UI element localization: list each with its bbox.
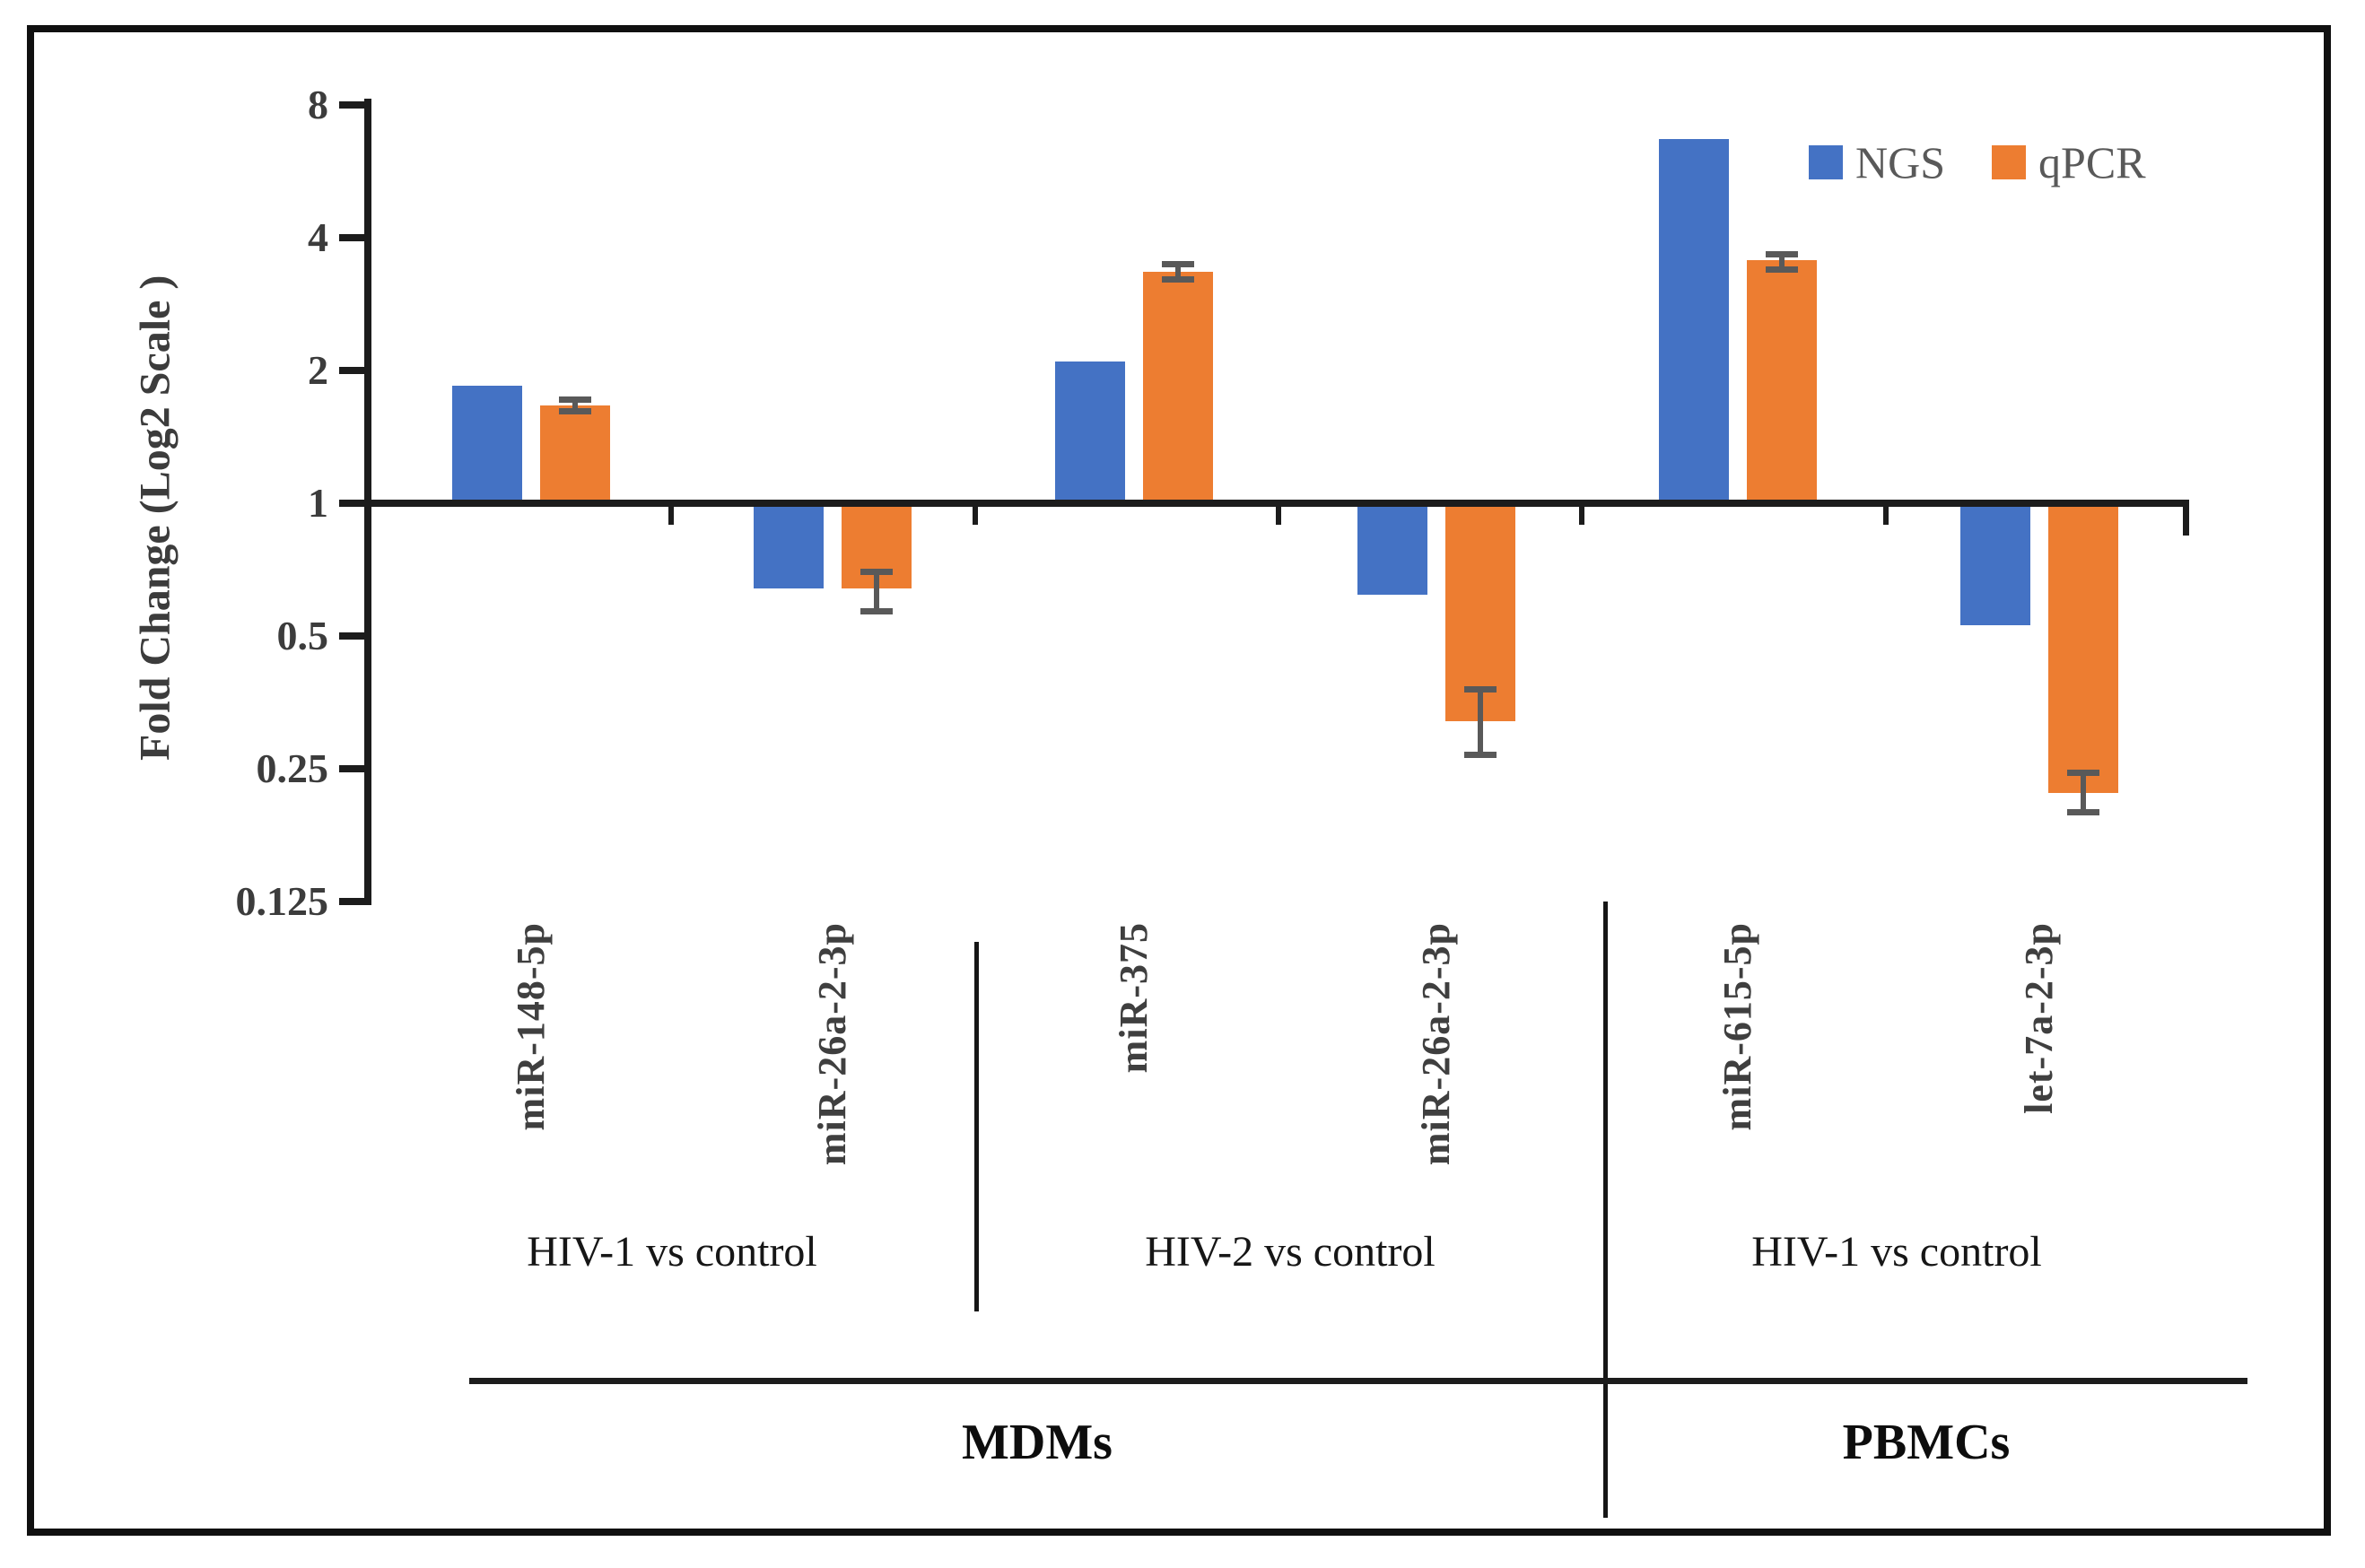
- bar-ngs-miR-375: [1055, 361, 1125, 503]
- error-bar-line-miR-148-5p: [572, 399, 578, 411]
- y-tick-2: [339, 367, 368, 374]
- bar-qpcr-miR-26a-2-3p: [1445, 503, 1515, 722]
- legend: NGS qPCR: [1809, 140, 2146, 185]
- y-tick-label-0.5: 0.5: [276, 613, 329, 658]
- error-bar-line-let-7a-2-3p: [2081, 772, 2086, 812]
- error-bar-cap-top-miR-375: [1162, 260, 1194, 267]
- bar-ngs-miR-148-5p: [452, 385, 522, 503]
- category-label-miR-375-2: miR-375: [1112, 922, 1156, 1074]
- divider-mdm-pbmc: [1603, 902, 1608, 1518]
- bar-ngs-miR-26a-2-3p: [1357, 503, 1427, 596]
- y-tick-label-0.125: 0.125: [235, 878, 329, 924]
- x-tick-2: [972, 503, 978, 525]
- y-tick-label-1: 1: [308, 480, 328, 526]
- divider-hiv1-hiv2: [974, 942, 979, 1311]
- x-tick-5: [1882, 503, 1889, 525]
- error-bar-cap-top-miR-26a-2-3p: [1464, 685, 1497, 693]
- error-bar-cap-bottom-miR-148-5p: [559, 407, 591, 414]
- x-tick-3: [1276, 503, 1281, 525]
- error-bar-line-miR-615-5p: [1779, 253, 1785, 269]
- error-bar-line-miR-26a-2-3p: [1478, 688, 1483, 754]
- category-label-miR-615-5p-4: miR-615-5p: [1715, 922, 1759, 1131]
- category-label-miR-26a-2-3p-1: miR-26a-2-3p: [810, 922, 854, 1166]
- category-label-miR-26a-2-3p-3: miR-26a-2-3p: [1414, 922, 1458, 1166]
- category-label-miR-148-5p-0: miR-148-5p: [509, 922, 553, 1131]
- y-tick-label-4: 4: [308, 214, 328, 260]
- error-bar-cap-bottom-let-7a-2-3p: [2067, 808, 2099, 815]
- y-tick-label-8: 8: [308, 82, 328, 127]
- legend-label-qpcr: qPCR: [2038, 137, 2146, 187]
- error-bar-cap-bottom-miR-26a-2-3p: [860, 608, 893, 615]
- bar-ngs-miR-26a-2-3p: [754, 503, 824, 589]
- bar-ngs-miR-615-5p: [1659, 138, 1729, 503]
- figure-border: [27, 25, 2331, 1536]
- legend-label-ngs: NGS: [1855, 137, 1946, 187]
- qpcr-swatch-icon: [1992, 145, 2027, 179]
- error-bar-line-miR-26a-2-3p: [874, 571, 879, 612]
- bar-ngs-let-7a-2-3p: [1960, 503, 2030, 625]
- error-bar-line-miR-375: [1175, 263, 1181, 280]
- y-tick-0.125: [339, 898, 368, 905]
- bar-qpcr-miR-615-5p: [1747, 260, 1817, 503]
- y-tick-label-2: 2: [308, 347, 328, 393]
- legend-item-ngs: NGS: [1809, 140, 1945, 185]
- bar-qpcr-miR-375: [1143, 271, 1213, 503]
- x-tick-1: [668, 503, 675, 525]
- category-label-let-7a-2-3p-5: let-7a-2-3p: [2017, 922, 2061, 1114]
- y-tick-0.5: [339, 632, 368, 640]
- y-tick-1: [339, 500, 368, 507]
- error-bar-cap-top-miR-26a-2-3p: [860, 569, 893, 576]
- error-bar-cap-top-miR-148-5p: [559, 396, 591, 404]
- comparison-label-mdm-hiv2: HIV-2 vs control: [1145, 1228, 1436, 1276]
- cell-label-mdms: MDMs: [962, 1415, 1113, 1470]
- x-axis-end-cap: [2183, 503, 2189, 536]
- error-bar-cap-bottom-miR-26a-2-3p: [1464, 751, 1497, 758]
- error-bar-cap-bottom-miR-615-5p: [1766, 266, 1798, 273]
- y-tick-label-0.25: 0.25: [256, 745, 329, 791]
- comparison-label-mdm-hiv1: HIV-1 vs control: [527, 1228, 817, 1276]
- y-tick-4: [339, 234, 368, 241]
- y-tick-0.25: [339, 765, 368, 772]
- error-bar-cap-top-miR-615-5p: [1766, 250, 1798, 257]
- cell-group-rule: [469, 1378, 2247, 1384]
- x-tick-4: [1579, 503, 1585, 525]
- error-bar-cap-bottom-miR-375: [1162, 276, 1194, 283]
- bar-qpcr-miR-148-5p: [540, 405, 610, 503]
- cell-label-pbmcs: PBMCs: [1842, 1415, 2011, 1470]
- legend-item-qpcr: qPCR: [1992, 140, 2146, 185]
- bar-qpcr-let-7a-2-3p: [2048, 503, 2118, 794]
- error-bar-cap-top-let-7a-2-3p: [2067, 770, 2099, 777]
- ngs-swatch-icon: [1809, 145, 1843, 179]
- y-tick-8: [339, 101, 368, 109]
- comparison-label-pbmc-hiv1: HIV-1 vs control: [1751, 1228, 2042, 1276]
